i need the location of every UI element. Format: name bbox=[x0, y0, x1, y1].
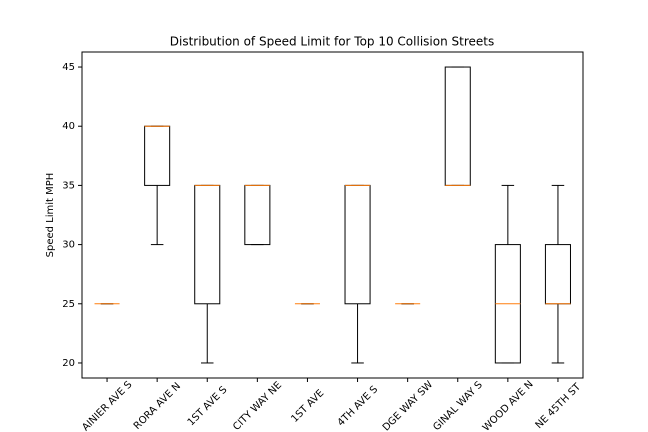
x-tick-label: 1ST AVE bbox=[289, 388, 326, 425]
box bbox=[144, 125, 171, 186]
x-tick-label: 4TH AVE S bbox=[336, 384, 381, 429]
x-tick-label: WOOD AVE N bbox=[481, 379, 536, 432]
x-tick-label: RORA AVE N bbox=[132, 381, 183, 432]
plot-frame bbox=[81, 51, 584, 379]
box bbox=[344, 184, 371, 305]
x-tick-label: DGE WAY SW bbox=[381, 379, 435, 432]
y-tick-label: 40 bbox=[62, 121, 75, 132]
box bbox=[544, 244, 571, 305]
box bbox=[194, 184, 221, 305]
chart-title: Distribution of Speed Limit for Top 10 C… bbox=[170, 35, 494, 49]
y-tick-label: 35 bbox=[62, 180, 75, 191]
y-tick-label: 30 bbox=[62, 240, 75, 251]
x-tick-label: 1ST AVE S bbox=[186, 384, 230, 428]
y-tick-label: 20 bbox=[62, 358, 75, 369]
x-tick-label: CITY WAY NE bbox=[231, 380, 284, 432]
box bbox=[244, 184, 271, 246]
y-axis-label: Speed Limit MPH bbox=[45, 173, 56, 258]
box bbox=[444, 66, 471, 186]
x-tick-label: AINIER AVE S bbox=[80, 379, 134, 432]
x-tick-label: GINAL WAY S bbox=[431, 380, 485, 432]
y-tick-label: 25 bbox=[62, 299, 75, 310]
y-tick-label: 45 bbox=[62, 62, 75, 73]
x-tick-label: NE 45TH ST bbox=[534, 381, 584, 431]
